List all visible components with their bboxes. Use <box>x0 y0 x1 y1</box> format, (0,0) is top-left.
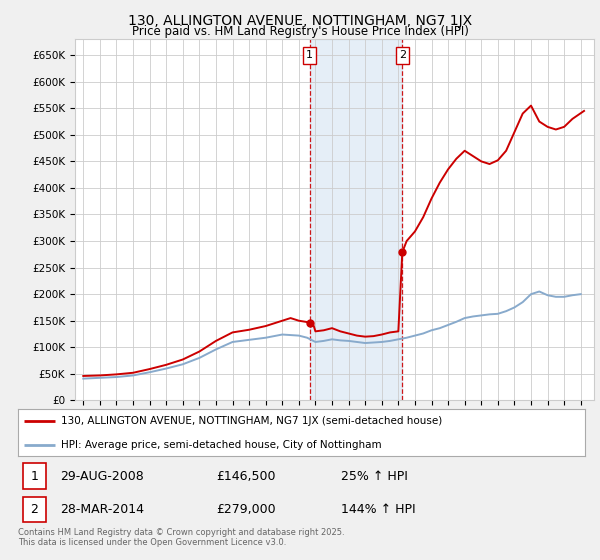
Text: 130, ALLINGTON AVENUE, NOTTINGHAM, NG7 1JX (semi-detached house): 130, ALLINGTON AVENUE, NOTTINGHAM, NG7 1… <box>61 416 442 426</box>
Text: 1: 1 <box>31 469 38 483</box>
Text: 25% ↑ HPI: 25% ↑ HPI <box>341 469 408 483</box>
FancyBboxPatch shape <box>23 464 46 488</box>
Text: £146,500: £146,500 <box>217 469 276 483</box>
Text: Contains HM Land Registry data © Crown copyright and database right 2025.
This d: Contains HM Land Registry data © Crown c… <box>18 528 344 547</box>
Text: 28-MAR-2014: 28-MAR-2014 <box>61 502 145 516</box>
Text: 2: 2 <box>399 50 406 60</box>
Text: 144% ↑ HPI: 144% ↑ HPI <box>341 502 416 516</box>
FancyBboxPatch shape <box>23 497 46 521</box>
Text: 130, ALLINGTON AVENUE, NOTTINGHAM, NG7 1JX: 130, ALLINGTON AVENUE, NOTTINGHAM, NG7 1… <box>128 14 472 28</box>
Text: £279,000: £279,000 <box>217 502 276 516</box>
Text: 1: 1 <box>306 50 313 60</box>
Text: Price paid vs. HM Land Registry's House Price Index (HPI): Price paid vs. HM Land Registry's House … <box>131 25 469 38</box>
Text: HPI: Average price, semi-detached house, City of Nottingham: HPI: Average price, semi-detached house,… <box>61 440 381 450</box>
Text: 29-AUG-2008: 29-AUG-2008 <box>61 469 144 483</box>
Text: 2: 2 <box>31 502 38 516</box>
Bar <box>310 39 403 400</box>
